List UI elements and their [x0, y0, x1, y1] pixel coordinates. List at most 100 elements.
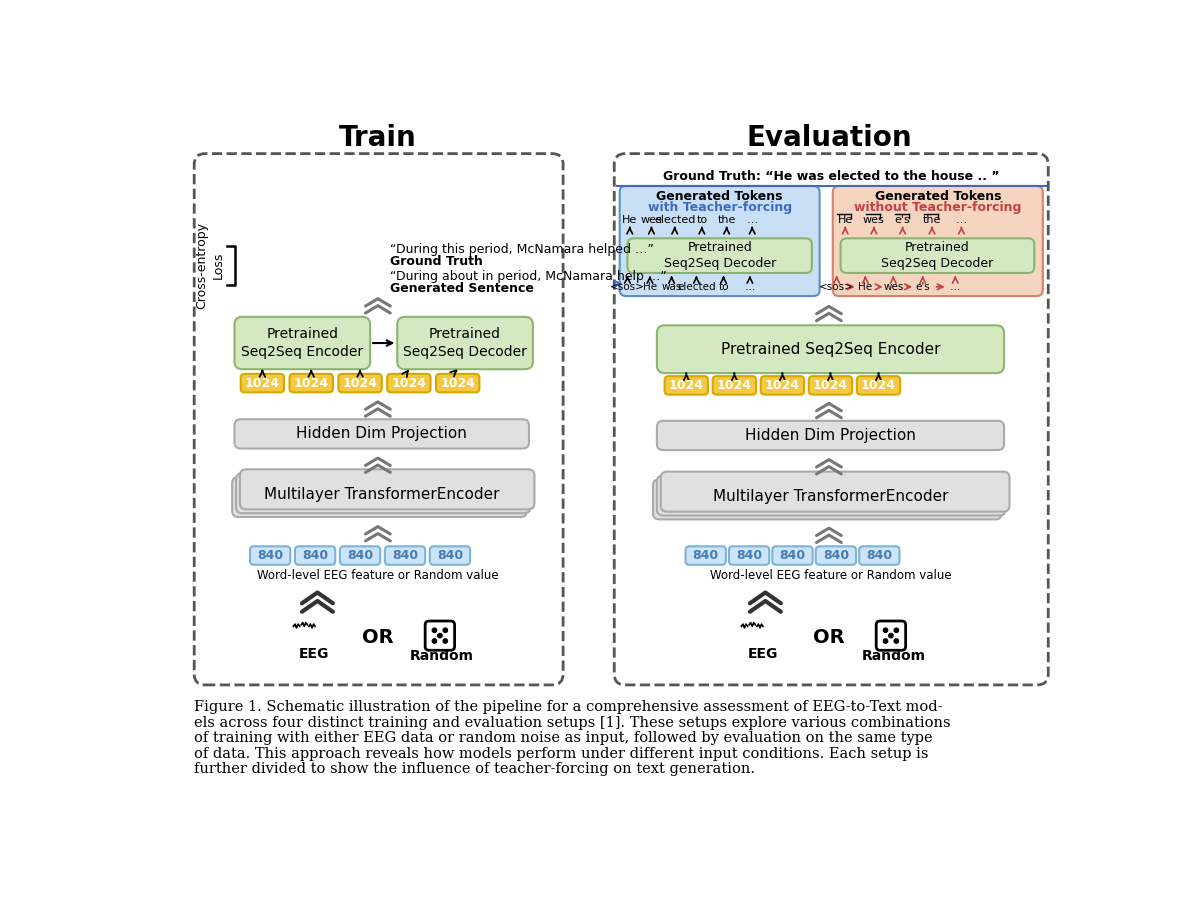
- Text: Pretrained Seq2Seq Encoder: Pretrained Seq2Seq Encoder: [721, 341, 940, 357]
- Text: els across four distinct training and evaluation setups [1]. These setups explor: els across four distinct training and ev…: [195, 716, 950, 730]
- FancyBboxPatch shape: [614, 153, 1048, 685]
- Ellipse shape: [738, 623, 767, 646]
- Circle shape: [894, 628, 899, 632]
- Text: Multilayer TransformerEncoder: Multilayer TransformerEncoder: [713, 489, 948, 504]
- Text: He: He: [837, 215, 853, 225]
- Text: OR: OR: [362, 627, 394, 646]
- FancyBboxPatch shape: [250, 547, 290, 565]
- Text: 1024: 1024: [765, 379, 800, 392]
- Text: 1024: 1024: [245, 377, 279, 390]
- Text: 840: 840: [736, 549, 762, 562]
- Text: with Teacher-forcing: with Teacher-forcing: [647, 201, 792, 214]
- FancyBboxPatch shape: [340, 547, 380, 565]
- Text: 1024: 1024: [861, 379, 896, 392]
- Text: …: …: [746, 215, 758, 225]
- Text: elected: elected: [654, 215, 695, 225]
- Text: Random: Random: [410, 648, 474, 663]
- Text: was: was: [661, 281, 682, 291]
- Text: …: …: [956, 215, 967, 225]
- Text: Generated Tokens: Generated Tokens: [874, 191, 1001, 203]
- Circle shape: [894, 639, 899, 643]
- Text: 840: 840: [392, 549, 418, 562]
- Text: without Teacher-forcing: without Teacher-forcing: [854, 201, 1022, 214]
- Text: 840: 840: [693, 549, 719, 562]
- Text: Word-level EEG feature or Random value: Word-level EEG feature or Random value: [257, 569, 499, 582]
- FancyBboxPatch shape: [808, 376, 853, 395]
- Text: He: He: [622, 215, 638, 225]
- Circle shape: [888, 634, 893, 637]
- Text: 840: 840: [823, 549, 849, 562]
- FancyBboxPatch shape: [657, 476, 1005, 516]
- Text: Multilayer TransformerEncoder: Multilayer TransformerEncoder: [264, 488, 499, 502]
- Circle shape: [884, 628, 887, 632]
- Text: the: the: [923, 215, 941, 225]
- FancyBboxPatch shape: [620, 186, 819, 296]
- Text: Hidden Dim Projection: Hidden Dim Projection: [296, 427, 467, 441]
- FancyBboxPatch shape: [685, 547, 726, 565]
- Text: Train: Train: [339, 124, 417, 153]
- Text: e's: e's: [916, 281, 930, 291]
- FancyBboxPatch shape: [195, 153, 564, 685]
- Text: 840: 840: [302, 549, 328, 562]
- Text: 1024: 1024: [392, 377, 426, 390]
- Text: Hidden Dim Projection: Hidden Dim Projection: [745, 428, 916, 443]
- Text: 1024: 1024: [716, 379, 752, 392]
- FancyBboxPatch shape: [660, 471, 1009, 512]
- FancyBboxPatch shape: [730, 547, 769, 565]
- FancyBboxPatch shape: [653, 479, 1002, 519]
- FancyBboxPatch shape: [430, 547, 470, 565]
- FancyBboxPatch shape: [773, 547, 813, 565]
- Text: of training with either EEG data or random noise as input, followed by evaluatio: of training with either EEG data or rand…: [195, 731, 933, 745]
- Text: wes: wes: [640, 215, 663, 225]
- FancyBboxPatch shape: [234, 317, 370, 370]
- FancyBboxPatch shape: [713, 376, 756, 395]
- Text: Generated Tokens: Generated Tokens: [657, 191, 783, 203]
- Circle shape: [438, 634, 442, 637]
- Text: 840: 840: [866, 549, 892, 562]
- Text: Evaluation: Evaluation: [746, 124, 912, 153]
- Text: the: the: [718, 215, 736, 225]
- Text: wes: wes: [884, 281, 904, 291]
- FancyBboxPatch shape: [241, 374, 284, 392]
- Text: 1024: 1024: [669, 379, 703, 392]
- Text: 1024: 1024: [441, 377, 475, 390]
- Text: 1024: 1024: [294, 377, 328, 390]
- FancyBboxPatch shape: [857, 376, 900, 395]
- Text: Ground Truth: Ground Truth: [389, 255, 482, 268]
- Text: OR: OR: [813, 627, 844, 646]
- FancyBboxPatch shape: [657, 325, 1004, 373]
- FancyBboxPatch shape: [876, 621, 906, 650]
- Text: further divided to show the influence of teacher-forcing on text generation.: further divided to show the influence of…: [195, 762, 755, 776]
- FancyBboxPatch shape: [425, 621, 455, 650]
- FancyBboxPatch shape: [240, 469, 535, 509]
- FancyBboxPatch shape: [860, 547, 899, 565]
- Text: 1024: 1024: [813, 379, 848, 392]
- FancyBboxPatch shape: [832, 186, 1042, 296]
- Text: of data. This approach reveals how models perform under different input conditio: of data. This approach reveals how model…: [195, 746, 929, 761]
- Text: Cross-entropy
Loss: Cross-entropy Loss: [195, 222, 224, 309]
- FancyBboxPatch shape: [338, 374, 382, 392]
- Text: elected: elected: [677, 281, 715, 291]
- Text: 1024: 1024: [343, 377, 377, 390]
- FancyBboxPatch shape: [289, 374, 333, 392]
- FancyBboxPatch shape: [234, 419, 529, 449]
- Text: <sos>: <sos>: [819, 281, 854, 291]
- FancyBboxPatch shape: [761, 376, 804, 395]
- Text: 840: 840: [347, 549, 373, 562]
- Text: …: …: [950, 281, 960, 291]
- Text: Word-level EEG feature or Random value: Word-level EEG feature or Random value: [709, 569, 952, 582]
- FancyBboxPatch shape: [232, 477, 527, 517]
- Text: “During about in period, McNamara help …”: “During about in period, McNamara help ……: [389, 271, 666, 283]
- FancyBboxPatch shape: [398, 317, 533, 370]
- FancyBboxPatch shape: [665, 376, 708, 395]
- FancyBboxPatch shape: [436, 374, 480, 392]
- Text: EEG: EEG: [747, 647, 778, 661]
- Text: wes: wes: [863, 215, 885, 225]
- Text: Pretrained
Seq2Seq Decoder: Pretrained Seq2Seq Decoder: [881, 241, 993, 271]
- Text: …: …: [745, 281, 755, 291]
- Text: 840: 840: [437, 549, 463, 562]
- Text: e's: e's: [894, 215, 911, 225]
- FancyBboxPatch shape: [841, 238, 1034, 273]
- Text: Pretrained
Seq2Seq Decoder: Pretrained Seq2Seq Decoder: [404, 327, 527, 359]
- Text: to: to: [719, 281, 728, 291]
